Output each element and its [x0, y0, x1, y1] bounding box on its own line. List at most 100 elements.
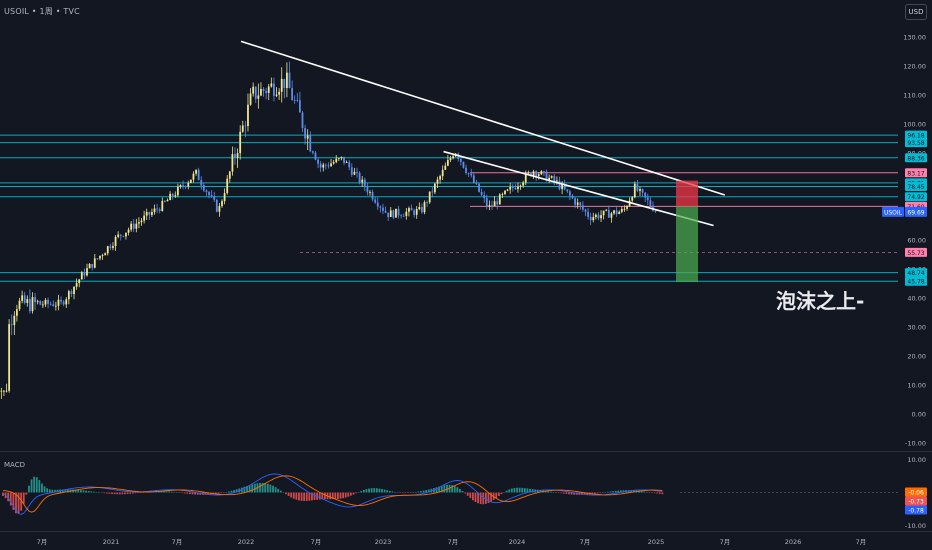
candle-body	[262, 88, 265, 91]
candle-body	[49, 303, 52, 305]
symbol-badge	[882, 206, 904, 217]
macd-histogram-bar	[311, 492, 313, 501]
macd-histogram-bar	[656, 492, 659, 494]
macd-indicator-label[interactable]: MACD	[4, 461, 25, 469]
candle-body	[550, 176, 553, 178]
candle-body	[252, 86, 255, 94]
last-price-label: 69.69	[907, 209, 924, 216]
candle-body	[241, 125, 244, 132]
candle-body	[605, 209, 608, 211]
macd-histogram-bar	[355, 492, 357, 494]
candle-body	[197, 169, 200, 181]
candle-body	[291, 87, 294, 100]
level-price-badge	[905, 130, 927, 140]
macd-histogram-bar	[497, 492, 500, 497]
candle-body	[301, 112, 304, 129]
candle-body	[223, 193, 226, 202]
level-price-label: 93.58	[907, 140, 924, 147]
macd-histogram-bar	[513, 487, 516, 493]
candle-body	[112, 246, 114, 248]
candle-body	[361, 179, 364, 183]
candle-body	[545, 171, 548, 181]
macd-histogram-bar	[370, 488, 373, 493]
macd-histogram-bar	[17, 492, 20, 514]
candle-body	[234, 154, 236, 158]
macd-histogram-bar	[583, 492, 586, 495]
candle-body	[356, 171, 358, 173]
header-sep: •	[31, 7, 37, 16]
macd-histogram-bar	[349, 492, 352, 496]
macd-histogram-bar	[342, 492, 344, 499]
level-price-label: 48.74	[907, 270, 924, 277]
macd-histogram-bar	[565, 492, 568, 494]
candle-body	[273, 83, 275, 96]
macd-histogram-bar	[186, 492, 189, 494]
currency-button[interactable]: USD	[905, 4, 927, 20]
candle-body	[324, 164, 327, 166]
macd-histogram-bar	[222, 492, 225, 493]
time-axis-tick: 2024	[509, 538, 526, 546]
candle-body	[444, 165, 447, 170]
macd-histogram-bar	[339, 492, 342, 499]
macd-histogram-bar	[552, 492, 555, 493]
macd-histogram-bar	[248, 485, 251, 493]
take-profit-zone	[676, 206, 698, 283]
symbol-name: USOIL	[4, 7, 30, 16]
macd-axis-tick: 10.00	[907, 456, 926, 464]
candle-body	[0, 390, 3, 392]
candle-body	[210, 195, 213, 197]
macd-histogram-bar	[173, 491, 176, 493]
candle-body	[267, 86, 270, 93]
candle-body	[496, 201, 499, 205]
macd-histogram-bar	[500, 492, 503, 495]
macd-histogram-bar	[295, 492, 298, 500]
macd-histogram-bar	[108, 492, 111, 494]
macd-histogram-bar	[118, 492, 121, 495]
time-axis-tick: 2023	[375, 538, 392, 546]
macd-histogram-bar	[523, 488, 526, 493]
candle-body	[10, 324, 13, 326]
candle-body	[581, 205, 584, 210]
macd-histogram-bar	[362, 489, 365, 493]
candle-body	[8, 324, 11, 391]
candle-body	[174, 195, 177, 197]
level-price-badge	[905, 138, 927, 148]
macd-histogram-bar	[225, 492, 228, 493]
time-axis-tick: 7月	[37, 538, 48, 546]
candle-body	[47, 299, 49, 304]
candle-body	[21, 295, 24, 301]
candle-body	[286, 72, 288, 89]
macd-histogram-bar	[484, 492, 487, 504]
macd-value-label: -0.06	[908, 490, 924, 497]
macd-histogram-bar	[451, 485, 454, 493]
candle-body	[563, 184, 566, 190]
macd-histogram-bar	[344, 492, 347, 498]
candle-body	[215, 199, 218, 212]
candle-body	[574, 198, 576, 205]
candle-body	[623, 208, 626, 210]
candle-body	[122, 235, 125, 237]
macd-axis-tick: -10.00	[905, 522, 926, 530]
macd-histogram-bar	[15, 492, 17, 514]
candle-body	[535, 171, 538, 177]
macd-histogram-bar	[435, 487, 438, 493]
candle-body	[278, 91, 281, 95]
candle-body	[314, 152, 317, 160]
candle-body	[579, 202, 582, 206]
macd-histogram-bar	[183, 492, 186, 494]
symbol-header[interactable]: USOIL • 1周 • TVC	[4, 6, 80, 17]
candle-body	[335, 158, 338, 163]
candle-body	[26, 299, 29, 303]
macd-histogram-bar	[560, 492, 563, 494]
trendline	[443, 150, 714, 227]
candle-body	[556, 180, 558, 182]
macd-histogram-bar	[74, 489, 77, 493]
candle-body	[221, 201, 223, 207]
candle-body	[421, 207, 423, 213]
candle-body	[374, 199, 377, 203]
macd-histogram-bar	[594, 492, 596, 494]
interval-label: 1周	[39, 7, 53, 16]
macd-histogram-bar	[562, 492, 565, 494]
macd-histogram-bar	[536, 489, 539, 493]
